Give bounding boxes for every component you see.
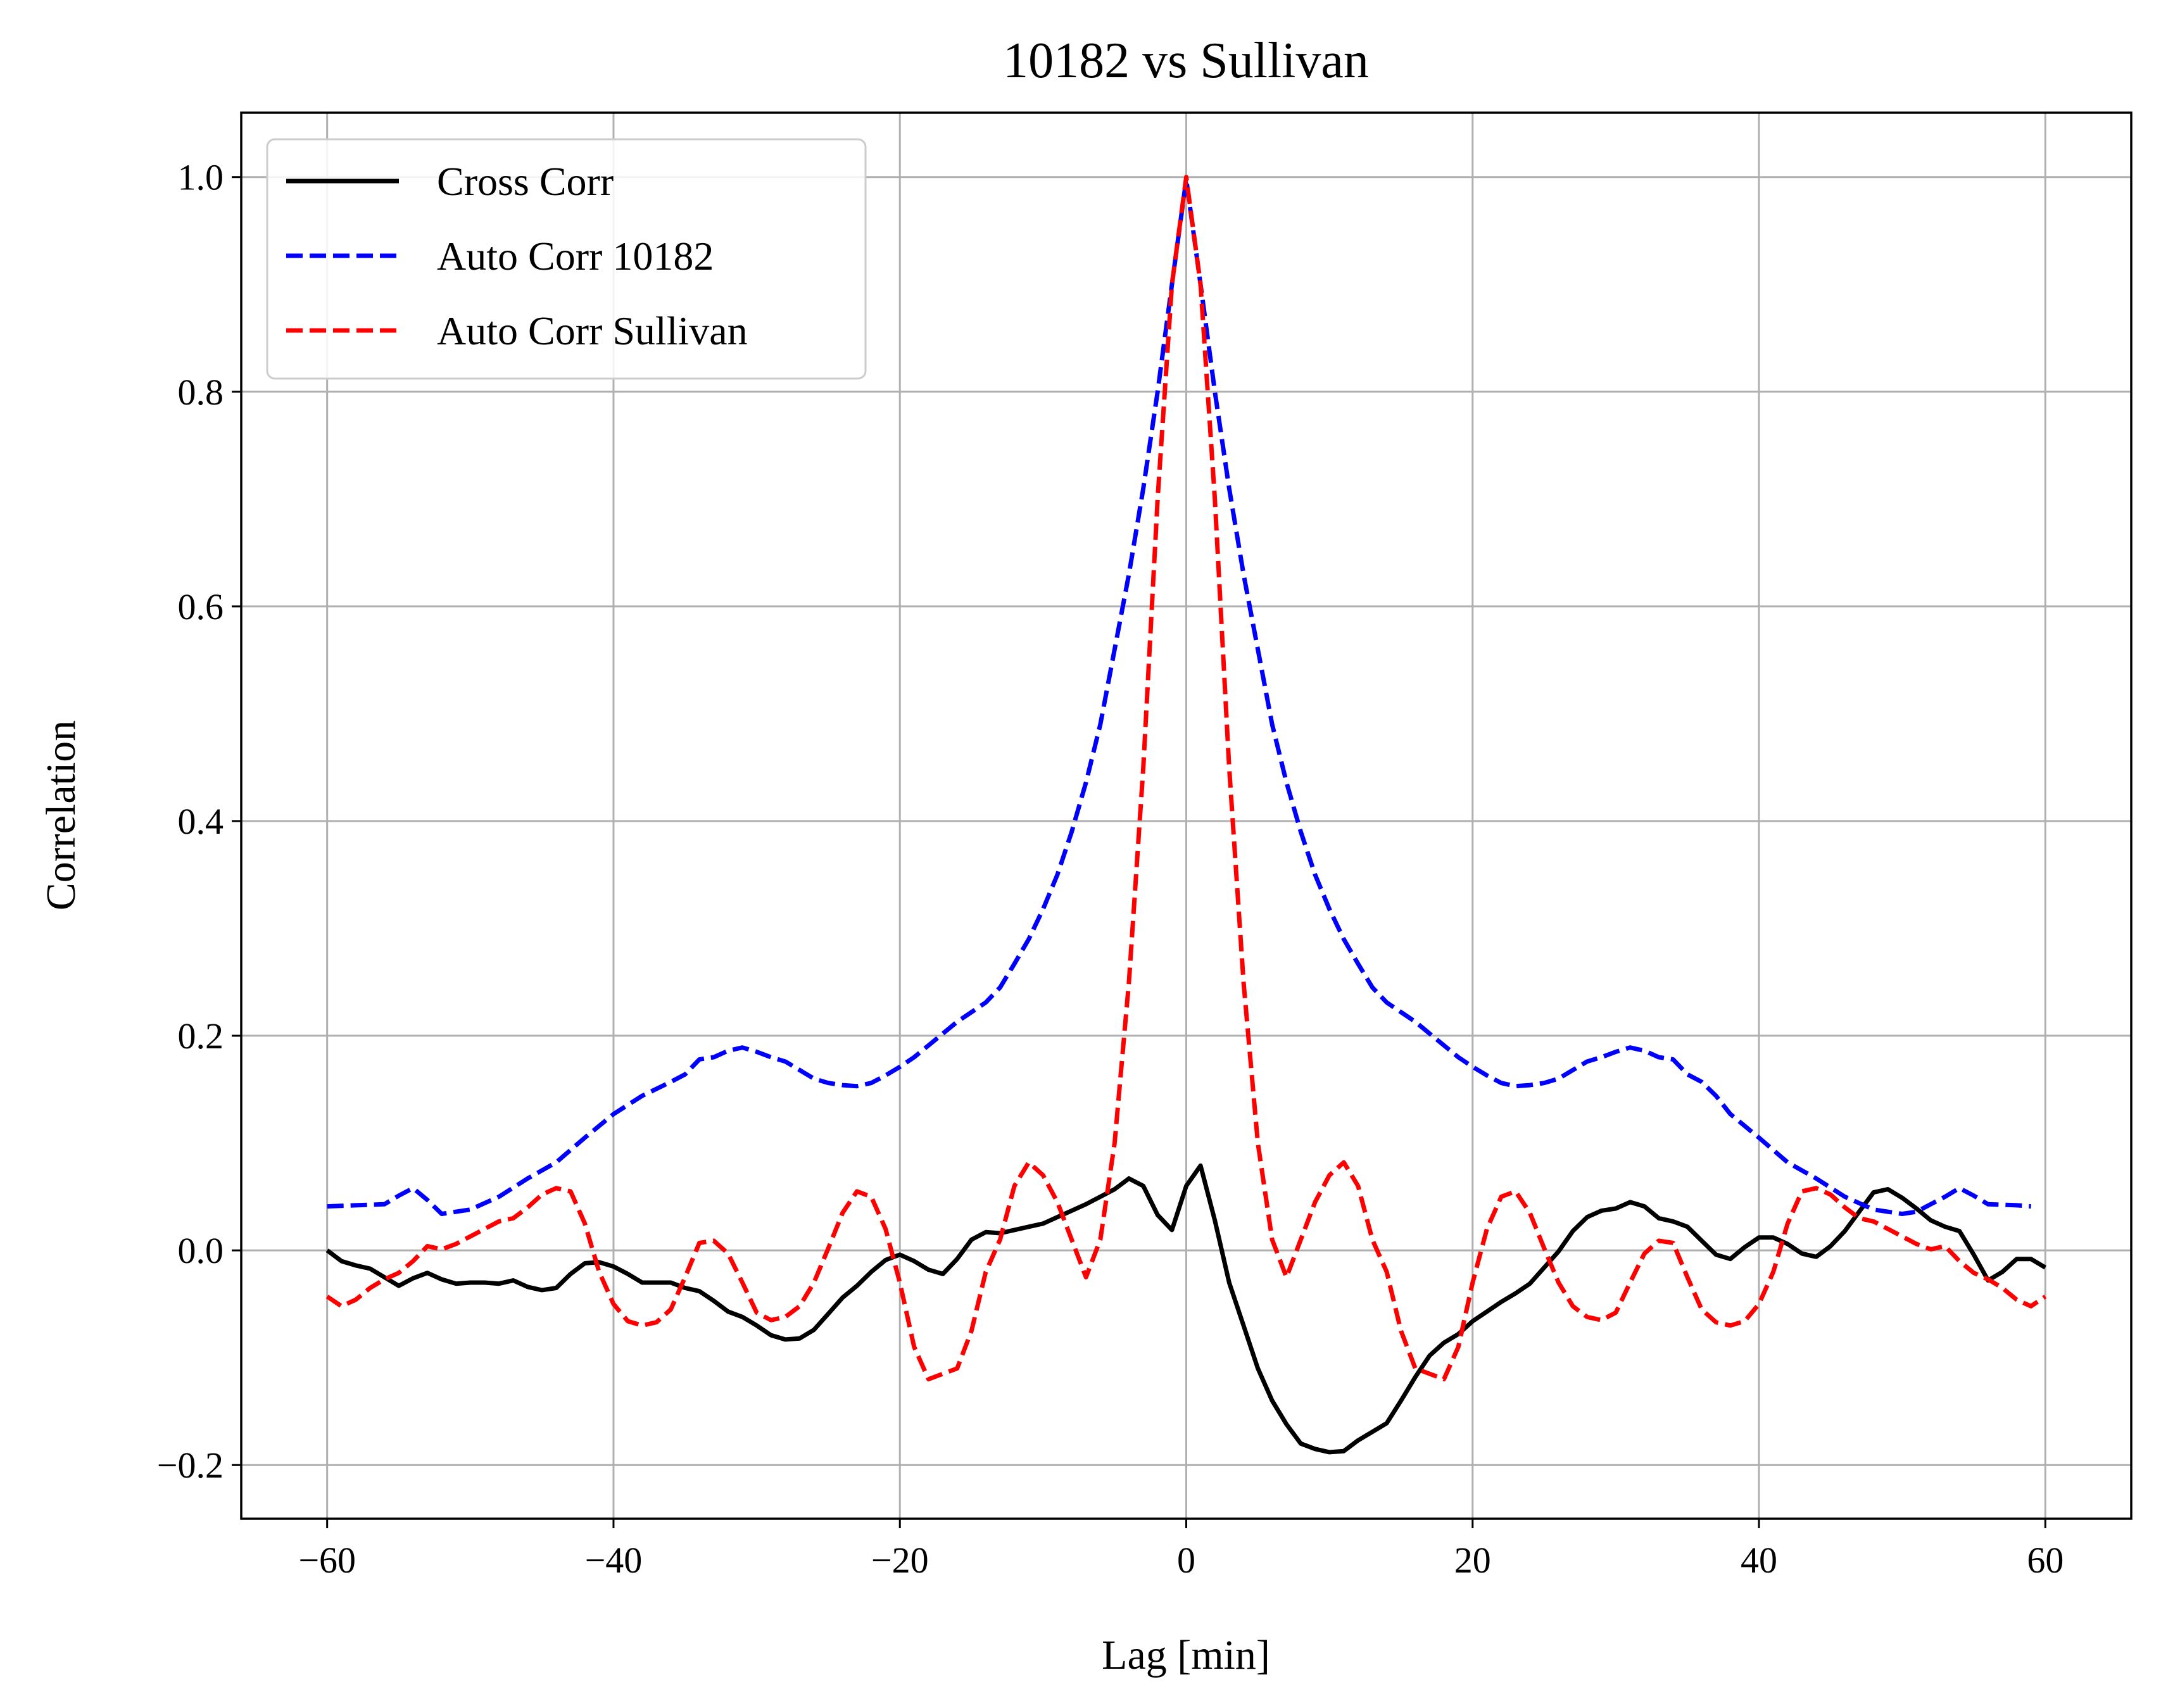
y-tick-label: 0.0 <box>178 1230 224 1271</box>
y-tick-label: 0.8 <box>178 372 224 413</box>
legend-label: Auto Corr Sullivan <box>437 308 748 353</box>
y-tick-label: 0.2 <box>178 1015 224 1057</box>
x-tick-label: −60 <box>298 1540 356 1581</box>
x-tick-label: −20 <box>871 1540 929 1581</box>
x-tick-label: 20 <box>1454 1540 1491 1581</box>
plot-frame <box>240 111 2133 1520</box>
legend-box <box>266 138 867 380</box>
y-tick-label: 0.4 <box>178 801 224 842</box>
x-tick-label: 0 <box>1177 1540 1195 1581</box>
x-axis-label: Lag [min] <box>1102 1632 1270 1678</box>
y-tick-label: 0.6 <box>178 586 224 627</box>
legend-label: Auto Corr 10182 <box>437 234 714 279</box>
chart-title: 10182 vs Sullivan <box>1003 33 1369 89</box>
y-tick-label: 1.0 <box>178 157 224 198</box>
series-lines <box>325 175 2047 1455</box>
legend-label: Cross Corr <box>437 159 614 204</box>
y-tick-label: −0.2 <box>157 1445 224 1486</box>
axis-ticks: −60 −40 −20 0 20 40 60 −0.2 0.0 0.2 0.4 0.6 0.8 1.0 <box>157 157 2064 1581</box>
legend: Cross Corr Auto Corr 10182 Auto Corr Sulli… <box>266 138 867 380</box>
y-axis-label: Correlation <box>38 720 84 911</box>
series-line-1 <box>325 1163 2047 1455</box>
x-tick-label: 40 <box>1741 1540 1777 1581</box>
x-tick-label: −40 <box>585 1540 643 1581</box>
x-tick-label: 60 <box>2027 1540 2063 1581</box>
series-line-3 <box>325 175 2047 1382</box>
